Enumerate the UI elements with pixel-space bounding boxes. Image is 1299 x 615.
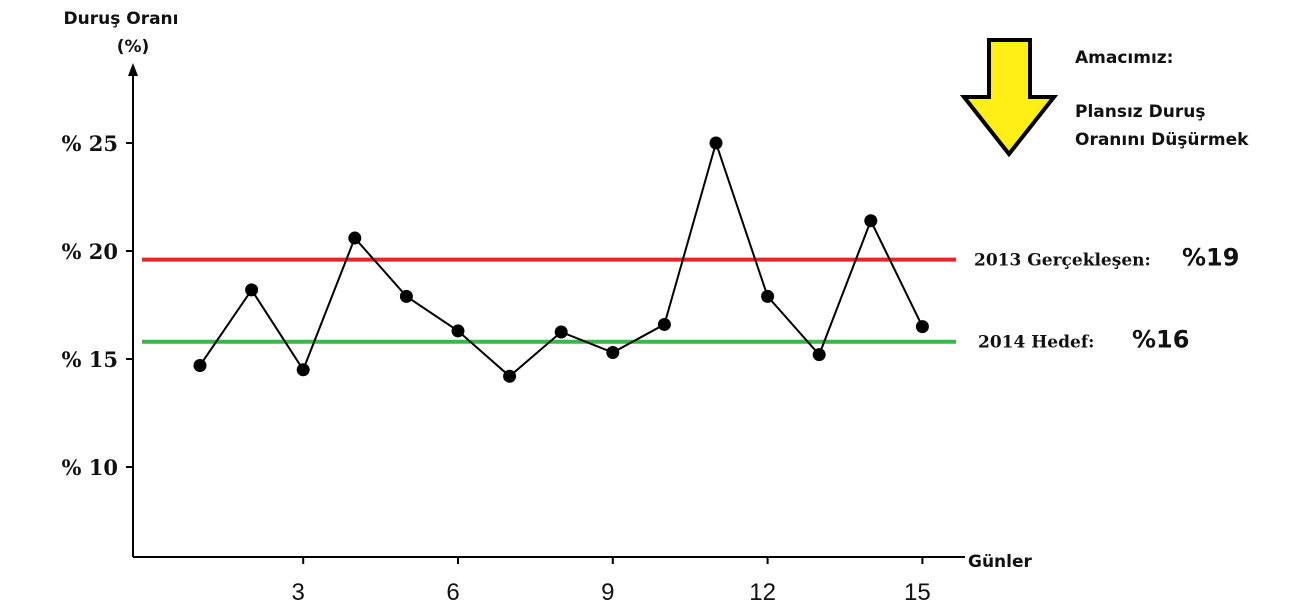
y-tick-label: % 10 — [62, 455, 119, 480]
down-arrow-icon — [959, 38, 1059, 158]
data-point — [761, 289, 775, 303]
y-tick-label: % 20 — [62, 239, 119, 264]
data-point — [606, 346, 620, 360]
x-tick-label: 12 — [749, 579, 776, 606]
y-axis-label-line2: (%) — [117, 37, 150, 57]
goal-heading: Amacımız: — [1075, 48, 1173, 68]
data-point — [503, 369, 517, 383]
y-axis-arrowhead — [128, 63, 138, 76]
x-tick-label: 6 — [446, 579, 459, 606]
y-axis-label-line1: Duruş Oranı — [64, 9, 179, 29]
data-point — [554, 325, 568, 339]
reference-line-value: %16 — [1132, 326, 1189, 354]
y-tick-label: % 15 — [62, 347, 119, 372]
reference-line-value: %19 — [1182, 244, 1239, 272]
x-tick-label: 3 — [292, 579, 305, 606]
data-point — [245, 283, 259, 297]
data-point — [709, 136, 723, 150]
data-point — [348, 231, 362, 245]
reference-line-label: 2014 Hedef: — [978, 333, 1094, 353]
data-point — [657, 317, 671, 331]
data-point — [812, 348, 826, 362]
x-axis-label: Günler — [968, 552, 1033, 572]
goal-line2: Oranını Düşürmek — [1075, 130, 1249, 150]
goal-line1: Plansız Duruş — [1075, 102, 1205, 122]
data-point — [296, 363, 310, 377]
y-tick-label: % 25 — [62, 131, 119, 156]
x-tick-label: 9 — [601, 579, 614, 606]
reference-line-label: 2013 Gerçekleşen: — [974, 251, 1151, 271]
goal-annotation: Amacımız: Plansız Duruş Oranını Düşürmek — [959, 38, 1249, 158]
x-tick-label: 15 — [904, 579, 931, 606]
data-point — [864, 214, 878, 228]
data-point — [193, 358, 207, 372]
data-point — [451, 324, 465, 338]
data-point — [399, 289, 413, 303]
data-point — [915, 320, 929, 334]
